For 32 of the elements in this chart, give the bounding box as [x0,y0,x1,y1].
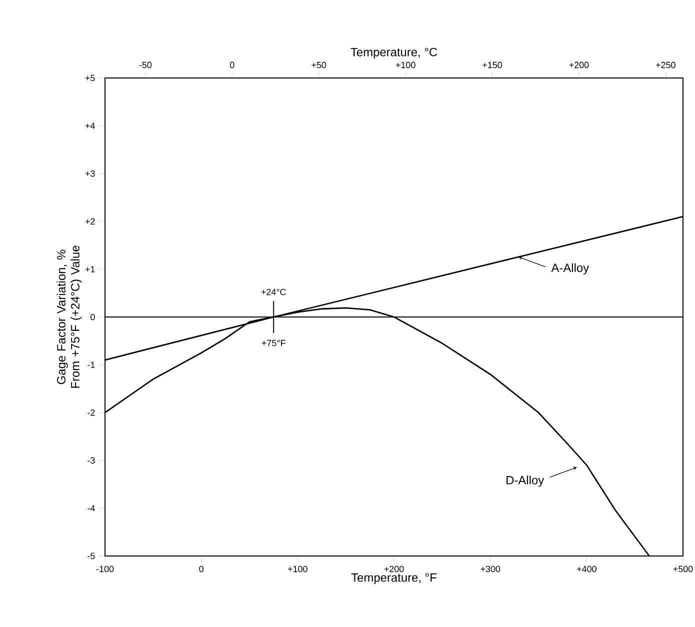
y-tick-label: -4 [88,505,95,512]
x2-axis-title: Temperature, °C [350,48,438,59]
annotation: +75°F [262,340,286,346]
y-tick-label: +1 [85,266,95,272]
x-tick-label: +500 [673,566,693,572]
x2-tick-label: +250 [656,62,676,68]
x2-tick-label: +150 [482,62,502,68]
annotation: D-Alloy [506,476,544,487]
y-tick-label: 0 [90,314,95,320]
y-tick-label: +4 [85,122,95,129]
y-tick-label: -3 [88,457,95,464]
y-tick-label: -2 [88,409,95,416]
y-axis-title: Gage Factor Variation, % From +75°F (+24°C) Value [56,246,82,388]
annotation: A-Alloy [551,263,590,274]
x2-tick-label: -50 [139,62,152,68]
annotation: +24°C [261,288,286,296]
x2-tick-label: +100 [396,62,416,68]
x2-tick-label: +200 [569,62,589,68]
x-tick-label: +400 [577,566,596,572]
y-tick-label: -1 [88,362,95,368]
x2-tick-label: 0 [230,62,234,68]
x2-tick-label: +50 [312,62,326,68]
y-tick-label: +3 [85,170,95,177]
x-tick-label: +100 [288,566,308,572]
y-tick-label: -5 [88,552,95,560]
y-tick-label: +5 [85,74,95,82]
x-tick-label: +300 [480,566,500,572]
x-axis-title: Temperature, °F [351,573,436,584]
x-tick-label: +200 [384,566,404,572]
y-tick-label: +2 [85,218,95,225]
x-tick-label: 0 [199,566,204,572]
x-tick-label: -100 [96,566,114,572]
